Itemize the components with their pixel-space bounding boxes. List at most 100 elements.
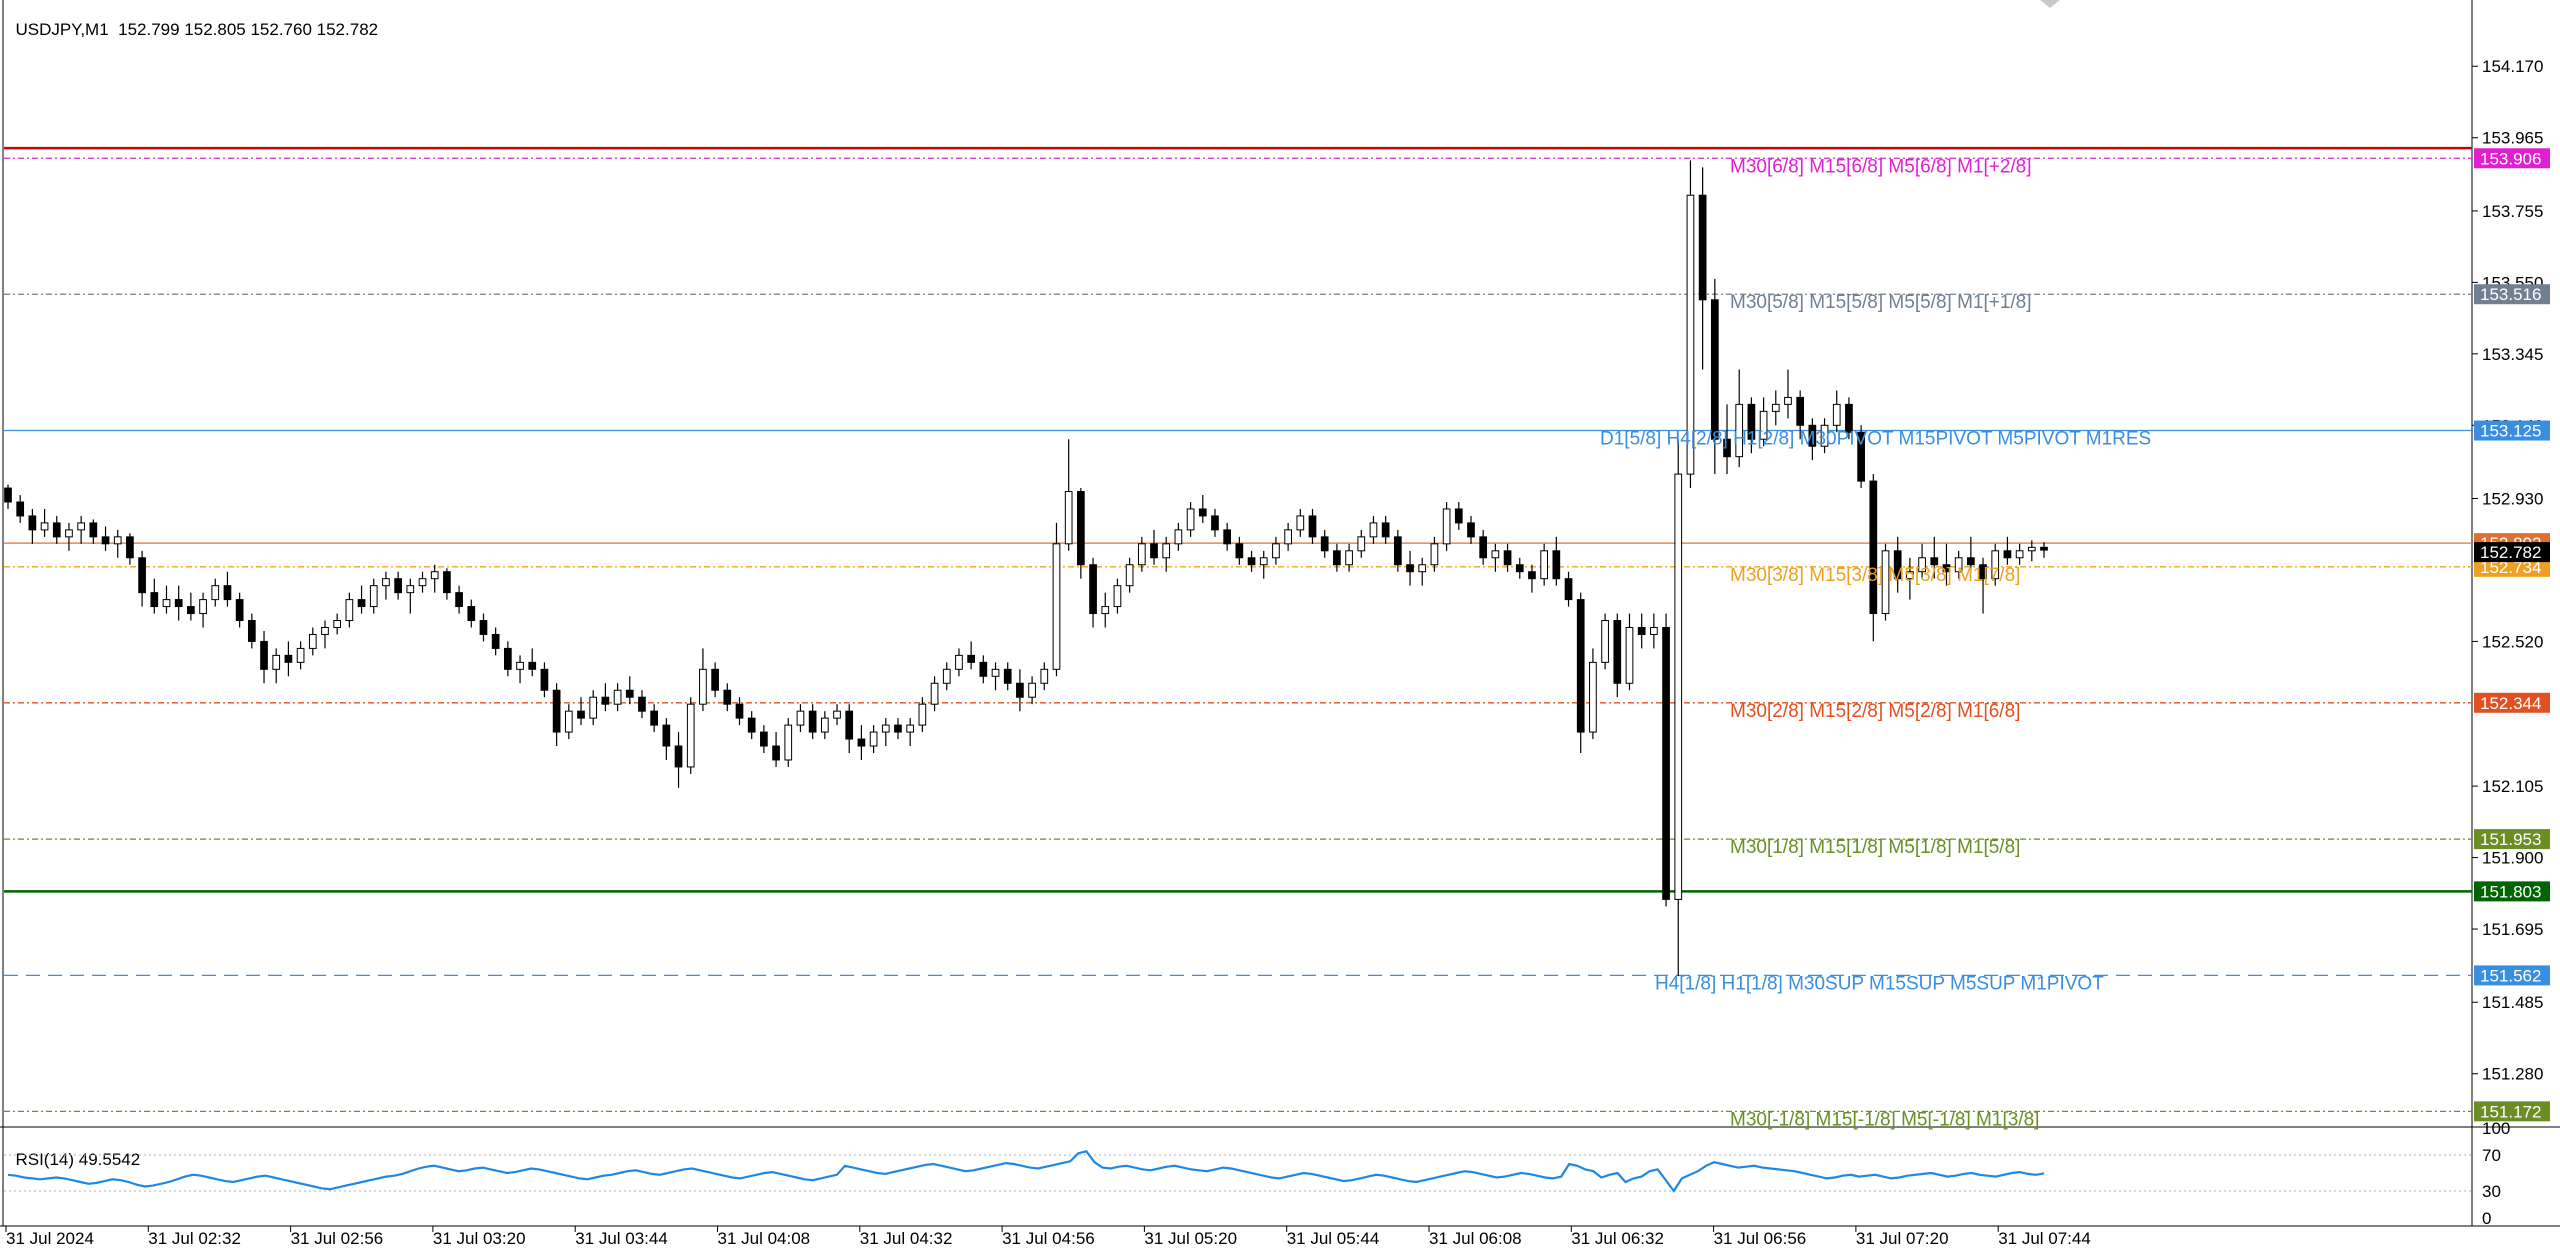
candle-body [479,620,488,635]
price-tick-label: 151.280 [2482,1065,2543,1084]
candle-body [1503,550,1512,566]
candle-body [747,717,756,733]
candle [16,495,25,523]
candle-body [1869,480,1878,615]
candle-body [1979,564,1987,580]
candle [1515,557,1524,579]
rsi-scale-label: 100 [2482,1119,2510,1138]
candle [1296,508,1305,537]
candle [845,704,854,753]
candle [1991,543,2000,586]
candle-body [1650,626,1658,635]
price-tag-6: 152.344 [2480,694,2541,713]
time-tick-label: 31 Jul 07:20 [1856,1229,1949,1248]
candle-body [686,703,695,768]
candle-body [162,599,171,608]
candle-body [845,710,854,740]
candle [101,526,110,551]
level-labels: M30[6/8] M15[6/8] M5[6/8] M1[+2/8] M30[5/… [1600,156,2151,1130]
candle-body [1393,536,1402,566]
candle [1942,543,1951,586]
time-axis[interactable]: 31 Jul 2024 31 Jul 02:32 31 Jul 02:56 31 Ju… [5,1226,2091,1248]
candle [650,704,659,733]
candle-body [1467,522,1475,538]
candle [1101,592,1110,628]
candle-body [467,606,476,622]
candle [296,641,305,670]
candle [1662,613,1670,907]
candle-body [1113,585,1122,608]
price-tick-label: 152.930 [2482,490,2543,509]
candle [1613,613,1622,698]
candle-body [187,606,195,615]
candle [1674,439,1683,977]
candle [1272,536,1280,565]
candle [113,529,122,558]
time-tick-label: 31 Jul 03:44 [575,1229,668,1248]
candle-body [1893,550,1902,580]
candle [1601,613,1609,670]
candle [1893,536,1902,593]
candle-body [662,724,671,747]
rsi-scale-label: 30 [2482,1182,2501,1201]
candle-body [1211,515,1219,531]
candle [455,585,463,614]
candle [601,683,610,712]
candle-body [1796,396,1805,426]
candle [211,578,220,607]
candle [1771,390,1780,426]
candle-body [1272,543,1280,559]
candle [1698,167,1707,370]
time-tick-label: 31 Jul 05:44 [1287,1229,1380,1248]
candle [1528,564,1536,593]
candle [747,711,756,740]
candle [1491,543,1500,572]
candle [1223,522,1232,551]
candle [564,704,573,740]
candle [881,718,890,747]
candle-body [894,724,902,733]
candle-body [1198,508,1207,517]
candle [467,599,476,628]
candle [394,571,402,600]
time-tick-label: 31 Jul 02:32 [148,1229,241,1248]
candle [1540,543,1548,586]
candle [1430,536,1439,572]
candle [4,484,12,509]
candle [1198,495,1207,523]
candle-body [516,661,524,670]
candle-body [942,668,951,684]
candle-body [406,585,415,594]
candle-body [357,599,366,608]
candle [1796,390,1805,440]
candle [138,550,146,607]
candle [308,627,317,656]
price-tag-6-bg [2474,692,2550,713]
candle-body [1857,431,1865,482]
candle [2003,536,2012,565]
candle [1857,425,1865,489]
candle-body [1698,194,1707,301]
candle [77,515,86,544]
candle-body [1528,571,1536,580]
candle [382,571,390,600]
candle [1503,543,1512,572]
candle [833,704,841,726]
time-tick-label: 31 Jul 02:56 [291,1229,384,1248]
candle-body [138,557,146,594]
candle-body [772,745,780,761]
candle-body [1808,424,1817,447]
candle [89,519,98,544]
candle-body [1174,529,1183,545]
candle-body [1479,536,1488,559]
candle-body [1747,403,1756,440]
price-tick-label: 154.170 [2482,57,2543,76]
candle-body [1052,543,1061,670]
candle-body [564,710,573,733]
candle-body [77,522,86,531]
candle-body [1235,543,1244,559]
candle [260,630,268,684]
time-tick-label: 31 Jul 04:08 [718,1229,811,1248]
price-tick-label: 151.485 [2482,993,2543,1012]
